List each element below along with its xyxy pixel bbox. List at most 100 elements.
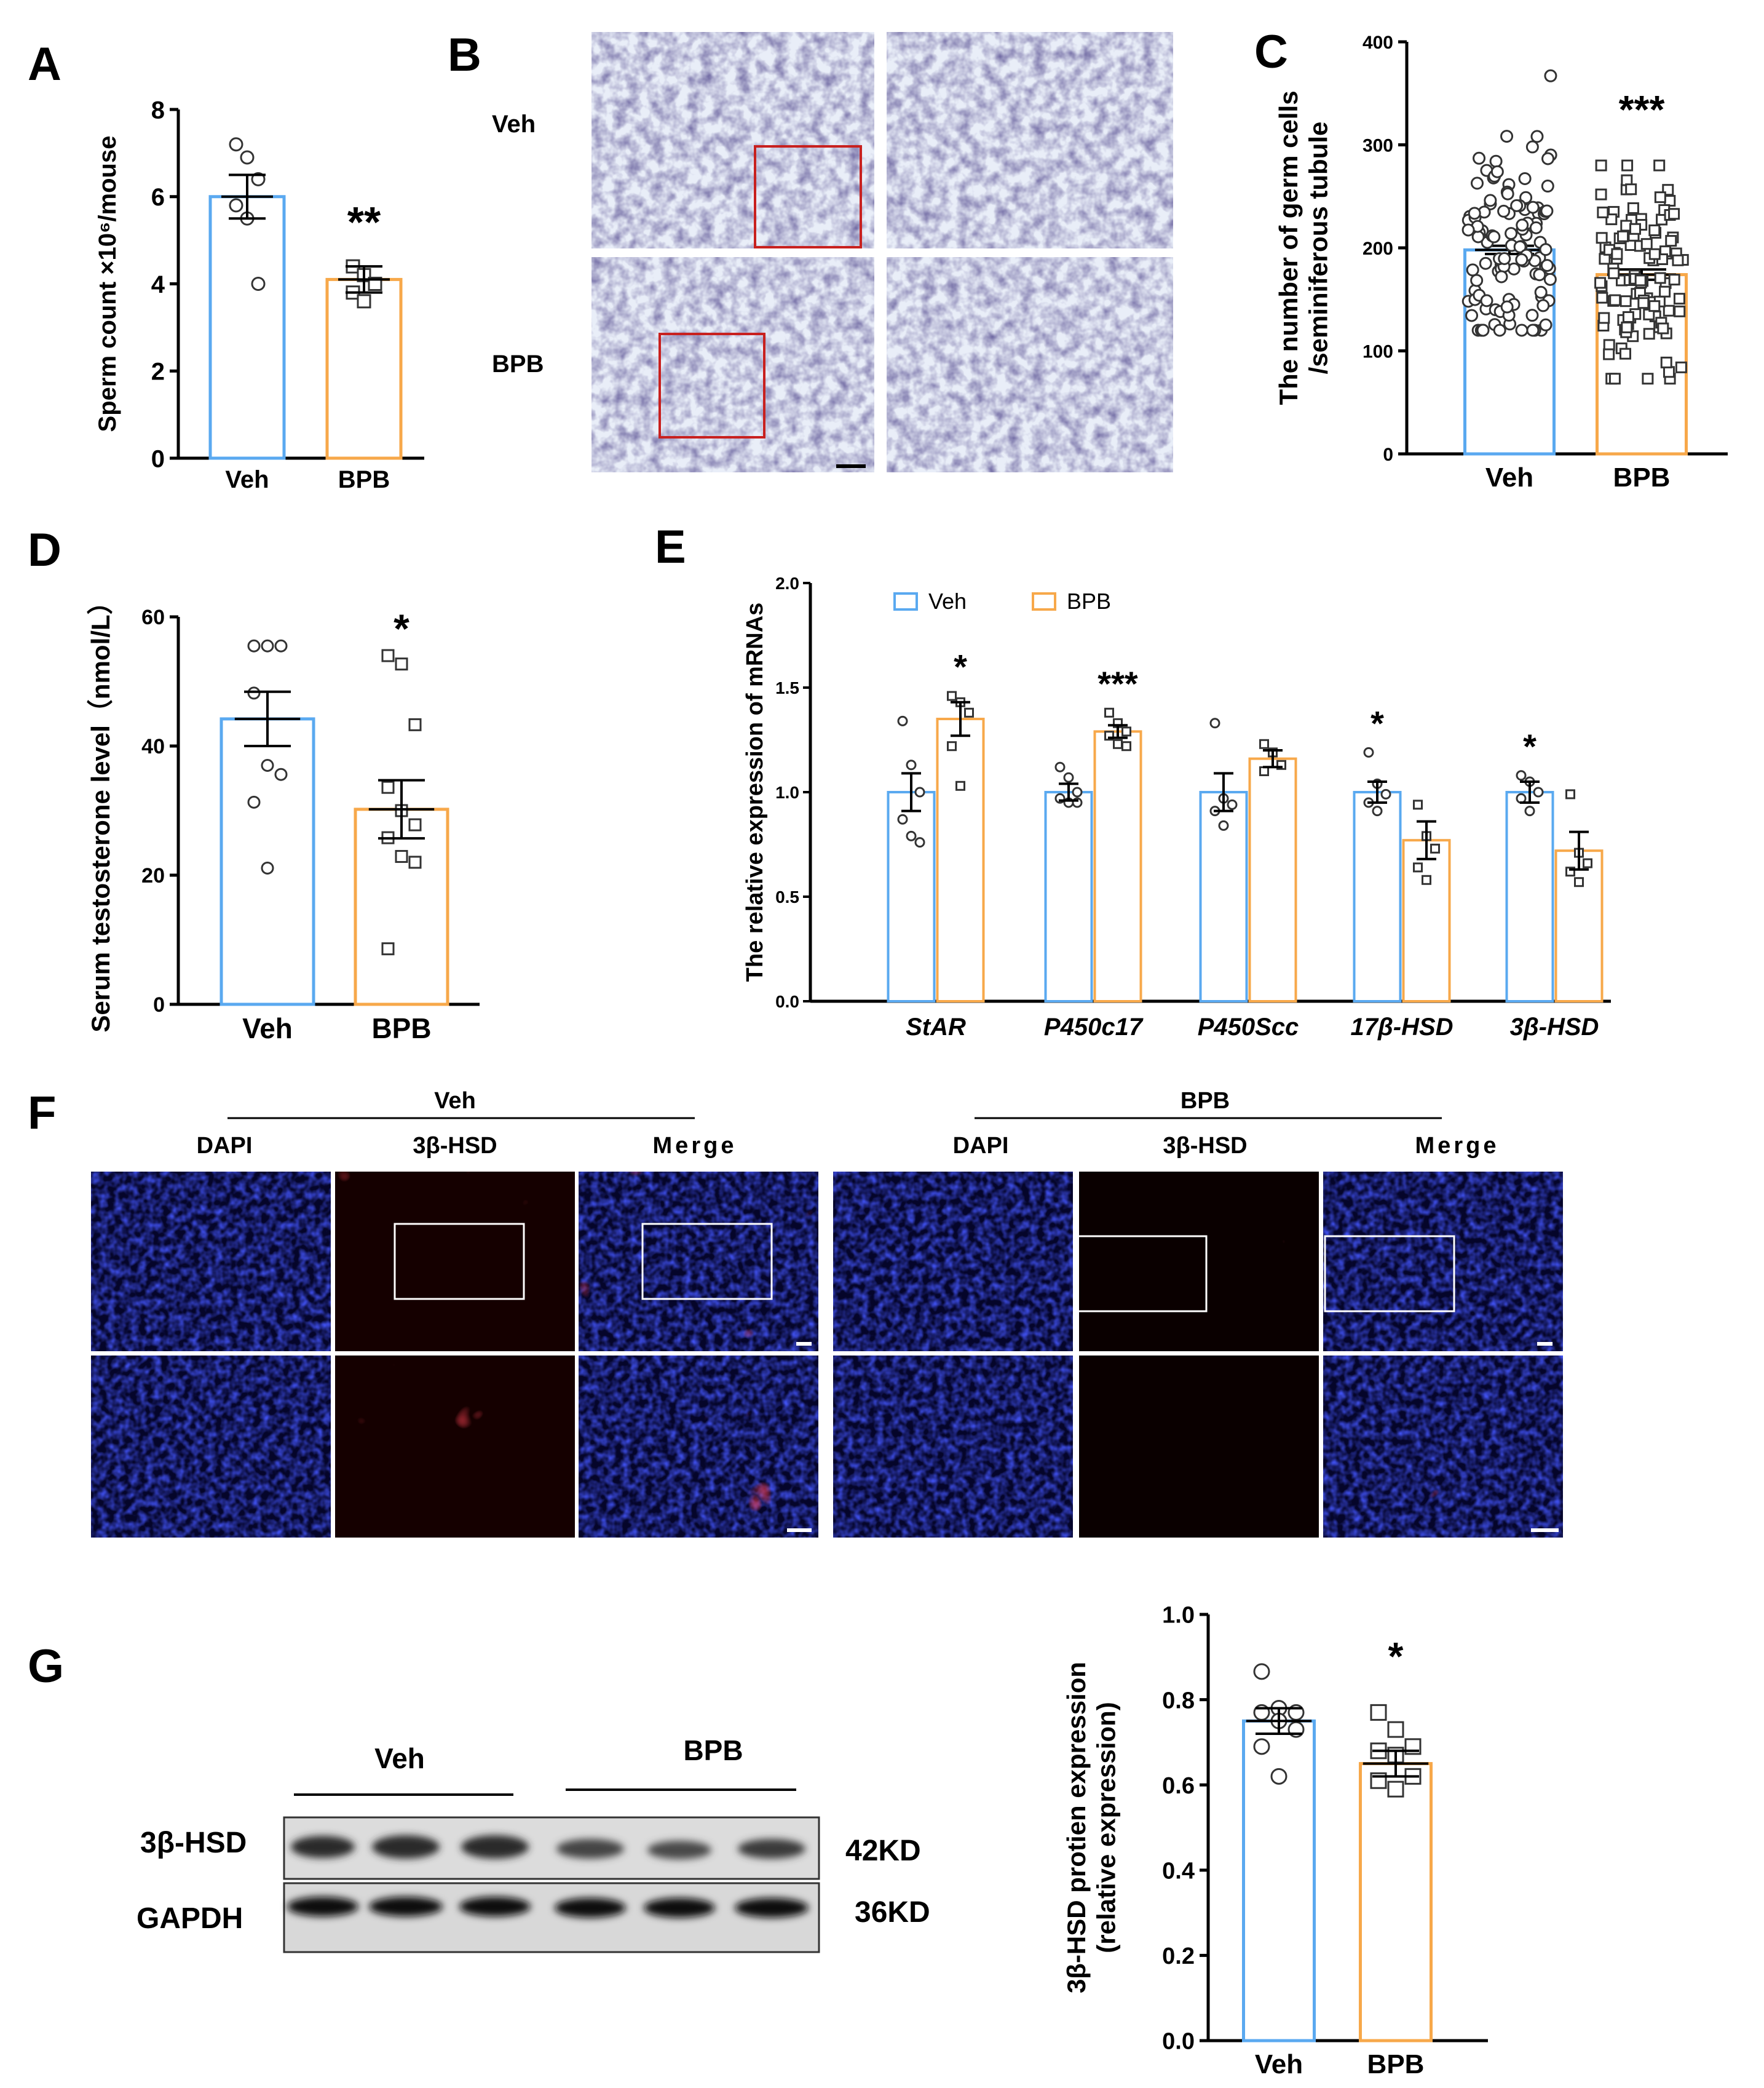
data-point [1625, 183, 1637, 196]
data-point [1476, 324, 1490, 337]
bar [1093, 730, 1142, 1003]
y-tick-label: 0.0 [775, 992, 799, 1011]
data-point [1465, 309, 1479, 322]
data-point [1634, 274, 1647, 287]
group-label-veh: Veh [434, 1088, 476, 1114]
data-point [1675, 361, 1687, 373]
panel-d: D 0 20 40 60 Serum testosterone level（nmol/L… [28, 524, 480, 1044]
data-point [408, 855, 422, 869]
data-point [1617, 230, 1629, 242]
x-tick-label: BPB [1367, 2049, 1425, 2079]
data-point [1484, 194, 1497, 207]
data-point [1480, 294, 1493, 308]
band-label-gapdh: GAPDH [136, 1902, 243, 1935]
col-label-hsd-veh: 3β-HSD [413, 1133, 497, 1159]
data-point [1525, 309, 1539, 322]
data-point [1471, 230, 1485, 244]
data-point [1054, 761, 1066, 772]
data-point [381, 780, 395, 794]
western-blot-hsd [283, 1816, 820, 1880]
data-point [914, 787, 925, 798]
data-point [1500, 300, 1514, 314]
data-point [1654, 191, 1666, 204]
data-point [1387, 1780, 1404, 1798]
data-point [1668, 208, 1680, 220]
y-tick-label: 0 [153, 993, 165, 1017]
data-point [1468, 207, 1481, 220]
legend-swatch [1032, 592, 1056, 611]
data-point [1597, 206, 1609, 218]
data-point [955, 780, 965, 791]
ihc-image-veh-overview [591, 32, 874, 248]
data-point [964, 707, 974, 718]
data-point [1663, 366, 1675, 378]
panel-letter-d: D [28, 524, 61, 576]
col-label-merge-bpb: Merge [1415, 1133, 1500, 1159]
data-point [1540, 259, 1554, 272]
significance-mark: * [1388, 1634, 1404, 1678]
y-tick-label: 60 [141, 606, 165, 629]
data-point [1513, 240, 1527, 253]
y-tick-label: 100 [1363, 341, 1393, 362]
significance-mark: * [1370, 704, 1384, 742]
data-point [1487, 230, 1501, 244]
data-point [247, 639, 261, 653]
data-point [1526, 200, 1540, 214]
y-axis-label: 3β-HSD protien expression [1062, 1662, 1091, 1993]
legend-label: BPB [1067, 589, 1111, 614]
western-blot-gapdh [283, 1882, 820, 1953]
data-point [274, 768, 288, 781]
y-tick-label: 0.6 [1162, 1773, 1195, 1799]
data-point [1648, 248, 1661, 260]
data-point [1622, 311, 1634, 323]
legend-label: Veh [928, 589, 967, 614]
col-label-dapi-bpb: DAPI [953, 1133, 1009, 1159]
data-point [1470, 274, 1484, 287]
bar [1044, 791, 1093, 1002]
data-point [229, 137, 243, 152]
data-point [1539, 243, 1552, 256]
data-point [395, 657, 408, 671]
panel-g: G Veh BPB 3β-HSD GAPDH 42KD 36KD [28, 1603, 1488, 2079]
significance-mark: * [954, 648, 967, 686]
data-point [1121, 726, 1131, 737]
data-point [1659, 285, 1671, 298]
data-point [1505, 227, 1518, 240]
data-point [1648, 300, 1661, 312]
data-point [1413, 800, 1423, 810]
data-point [1518, 172, 1532, 185]
data-point [1596, 292, 1608, 304]
x-tick-label: BPB [1613, 462, 1671, 493]
data-point [1541, 152, 1555, 165]
zoom-box [394, 1223, 525, 1300]
data-point [1516, 770, 1527, 781]
bar [1505, 791, 1554, 1002]
data-point [1500, 130, 1514, 143]
data-point [1544, 69, 1557, 82]
chart-e: 0.0 0.5 1.0 1.5 2.0 The relative expression o… [742, 574, 1611, 1041]
data-point [1490, 165, 1504, 178]
y-tick-label: 6 [151, 184, 165, 211]
data-point [1654, 272, 1666, 284]
data-point [408, 718, 422, 731]
if-veh-hsd-bottom [335, 1356, 575, 1538]
data-point [1430, 843, 1440, 854]
data-point [1605, 213, 1618, 226]
data-point [1209, 718, 1220, 729]
data-point [251, 277, 266, 291]
data-point [1657, 322, 1669, 335]
significance-mark: *** [1619, 87, 1665, 132]
significance-mark: * [1523, 727, 1537, 766]
x-tick-label: BPB [371, 1012, 431, 1044]
data-point [1470, 177, 1484, 190]
y-tick-label: 1.0 [1162, 1603, 1195, 1629]
y-axis-label: /seminiferous tubule [1303, 122, 1332, 375]
x-tick-label: Veh [1255, 2049, 1303, 2079]
data-point [1072, 787, 1083, 798]
data-point [1063, 772, 1074, 783]
x-tick-label: Veh [242, 1012, 293, 1044]
legend-swatch [893, 592, 918, 611]
data-point [1640, 238, 1653, 250]
y-tick-label: 8 [151, 97, 165, 124]
